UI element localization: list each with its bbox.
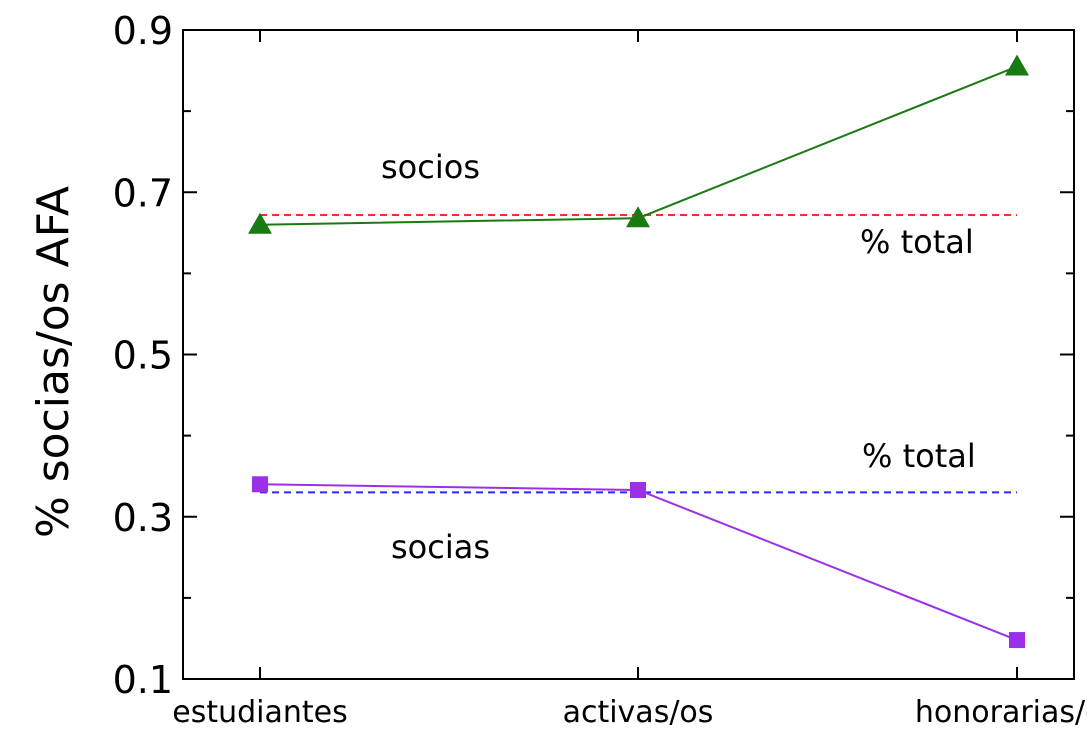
tick-labels: 0.1 0.3 0.5 0.7 0.9 estudiantes activas/os hono… [113,9,1087,730]
data-point-socias [252,476,268,493]
reference-label-bottom: % total [862,437,976,475]
y-tick-label: 0.5 [113,334,173,378]
series-label-socias: socias [391,528,490,566]
x-tick-label: activas/os [563,695,714,730]
y-tick-label: 0.7 [113,171,173,215]
series-lines [259,65,1018,641]
series-markers [248,54,1029,649]
data-point-socias [630,481,646,498]
data-point-socias [1009,632,1025,649]
y-tick-label: 0.3 [113,496,173,540]
y-tick-label: 0.9 [113,9,173,53]
data-point-socios [626,206,650,228]
x-tick-label: honorarias/os [915,695,1087,730]
data-point-socios [1005,54,1029,76]
axis-ticks [183,29,1074,680]
series-line-socias [259,483,1018,641]
series-line-socios [259,65,1018,226]
plot-frame [182,29,1075,680]
x-tick-label: estudiantes [172,695,348,730]
reference-label-top: % total [860,223,974,261]
y-tick-label: 0.1 [113,658,173,702]
y-axis-title: % socias/os AFA [28,186,79,538]
series-label-socios: socios [381,148,480,186]
data-point-socios [248,212,272,234]
